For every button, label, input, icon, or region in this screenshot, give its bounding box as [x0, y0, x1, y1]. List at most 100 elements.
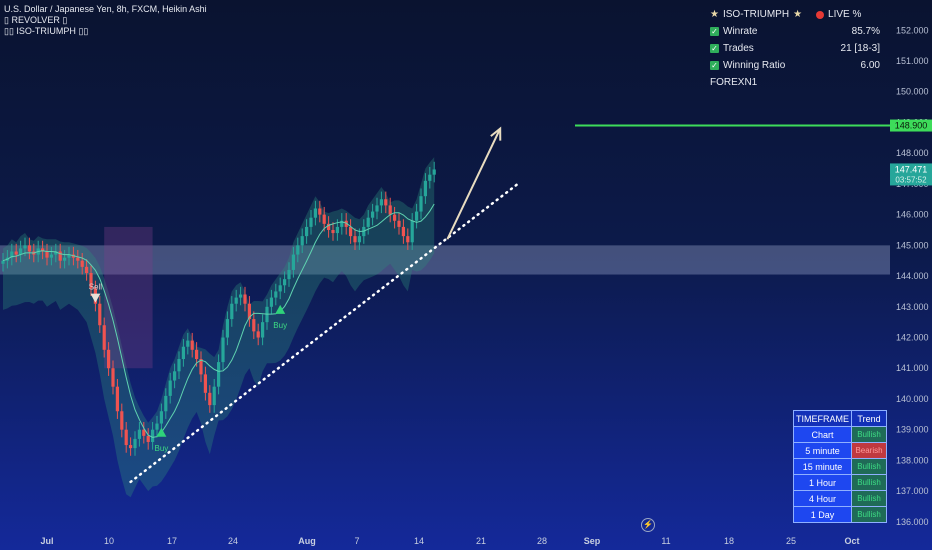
moving-averages: [2, 203, 435, 438]
indicator-cloud: [3, 157, 435, 498]
buy-signal-label: Buy: [273, 321, 287, 330]
settings-icon: ▯▯: [78, 26, 89, 36]
candle-body: [45, 251, 49, 258]
candle-body: [432, 169, 436, 175]
candle-body: [67, 254, 71, 258]
candle-body: [239, 294, 243, 298]
candle-body: [327, 223, 331, 230]
candle-body: [23, 245, 27, 249]
time-tick-label: 7: [354, 536, 359, 546]
candle-body: [379, 199, 383, 206]
check-icon: ✓: [710, 27, 719, 36]
candle-body: [331, 229, 335, 234]
candle-body: [423, 180, 427, 197]
candle-body: [173, 371, 177, 381]
candle-body: [313, 208, 317, 218]
settings-icon: ▯: [62, 15, 68, 25]
candle-body: [76, 257, 80, 261]
time-tick-label: 11: [661, 536, 670, 546]
time-tick-label: 24: [228, 536, 238, 546]
candle-body: [115, 386, 119, 412]
candle-body: [27, 245, 31, 252]
candle-body: [155, 423, 159, 430]
stats-panel: ★ ISO-TRIUMPH ★ LIVE % ✓ Winrate 85.7% ✓ Trade…: [710, 6, 880, 91]
candle-body: [221, 337, 225, 363]
flash-icon[interactable]: ⚡: [641, 518, 655, 532]
time-tick-label: 10: [104, 536, 114, 546]
candle-body: [186, 340, 190, 347]
target-price-label: 148.900: [895, 121, 928, 131]
candle-body: [353, 236, 357, 243]
candle-body: [168, 380, 172, 396]
timeframe-cell: 5 minute: [793, 442, 852, 459]
trend-cell: Bullish: [851, 474, 887, 491]
candle-body: [54, 251, 58, 255]
candle-body: [384, 199, 388, 206]
candle-body: [344, 220, 348, 227]
candle-body: [212, 386, 216, 406]
timeframe-cell: 1 Hour: [793, 474, 852, 491]
timeframe-cell: Chart: [793, 426, 852, 443]
buy-signal-icon: [275, 304, 286, 314]
countdown-label: 03:57:52: [895, 175, 927, 184]
candle-body: [291, 254, 295, 270]
candle-body: [190, 340, 194, 350]
candle-body: [256, 331, 260, 338]
candle-body: [63, 257, 67, 261]
candle-body: [283, 279, 287, 286]
trend-cell: Bearish: [851, 442, 887, 459]
candle-body: [151, 429, 155, 442]
candle-body: [371, 211, 375, 218]
candle-body: [322, 214, 326, 224]
projection-arrow: [446, 128, 502, 240]
candle-body: [80, 260, 84, 267]
stats-footer: FOREXN1: [710, 77, 758, 88]
price-tick-label: 152.000: [896, 25, 929, 35]
signals: Sell Buy Buy: [89, 283, 287, 453]
arrow-head: [490, 126, 502, 141]
price-tick-label: 150.000: [896, 87, 929, 97]
buy-signal-icon: [156, 427, 167, 437]
indicator-revolver[interactable]: ▯ REVOLVER ▯: [4, 15, 68, 25]
candle-body: [287, 269, 291, 280]
last-price-badge: [890, 163, 932, 186]
candle-body: [401, 226, 405, 237]
check-icon: ✓: [710, 61, 719, 70]
candle-body: [181, 346, 185, 360]
price-tick-label: 141.000: [896, 363, 929, 373]
candle-body: [305, 226, 309, 237]
star-icon: ★: [793, 9, 803, 20]
candle-body: [203, 374, 207, 393]
candle-body: [195, 349, 199, 360]
time-axis[interactable]: Jul 10 17 24 Aug 7 14 21 28 Sep 11 18 25 Oct: [40, 536, 859, 546]
time-tick-label: 14: [414, 536, 424, 546]
indicator-icon: ▯: [4, 15, 9, 25]
symbol-title[interactable]: U.S. Dollar / Japanese Yen, 8h, FXCM, He…: [4, 4, 207, 14]
trendline: [129, 182, 520, 484]
indicator-iso-triumph[interactable]: ▯▯ ISO-TRIUMPH ▯▯: [4, 26, 89, 36]
candle-body: [107, 349, 111, 369]
table-header: TIMEFRAME: [793, 410, 852, 427]
candle-body: [85, 266, 89, 273]
candle-body: [199, 359, 203, 375]
time-tick-label: 28: [537, 536, 547, 546]
candles: [1, 161, 436, 456]
candle-body: [1, 260, 5, 264]
price-tick-label: 146.000: [896, 210, 929, 220]
candle-body: [208, 392, 212, 406]
price-axis[interactable]: 136.000 137.000 138.000 139.000 140.000 141.0…: [896, 25, 929, 527]
candle-body: [357, 236, 361, 243]
price-tick-label: 138.000: [896, 455, 929, 465]
candle-body: [410, 220, 414, 243]
stats-row: ✓ Trades 21 [18-3]: [710, 43, 880, 54]
chart-legend: U.S. Dollar / Japanese Yen, 8h, FXCM, He…: [4, 4, 207, 37]
candle-body: [230, 303, 234, 320]
candle-body: [98, 303, 102, 326]
price-tick-label: 137.000: [896, 486, 929, 496]
timeframe-cell: 4 Hour: [793, 490, 852, 507]
candle-body: [58, 251, 62, 261]
table-header: Trend: [851, 410, 887, 427]
trend-cell: Bullish: [851, 426, 887, 443]
price-tick-label: 148.000: [896, 148, 929, 158]
